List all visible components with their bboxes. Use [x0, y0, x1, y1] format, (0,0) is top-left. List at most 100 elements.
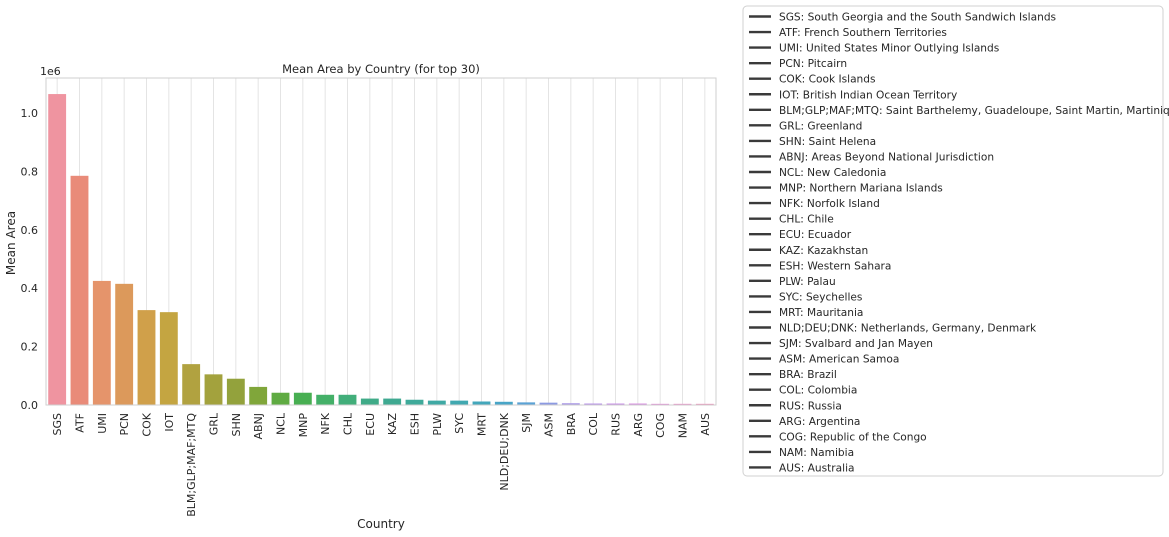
legend-entry: PLW: Palau — [779, 276, 836, 288]
chart-title: Mean Area by Country (for top 30) — [282, 62, 480, 76]
x-tick-label: AUS — [699, 413, 712, 436]
y-scale-label: 1e6 — [40, 65, 61, 78]
x-tick-label: SHN — [230, 413, 243, 436]
legend-entry: BRA: Brazil — [779, 369, 837, 381]
bar-pcn — [115, 283, 134, 405]
bar-cog — [651, 403, 670, 405]
bar-ncl — [271, 392, 290, 405]
bar-aus — [695, 403, 714, 405]
x-axis-label: Country — [357, 517, 405, 531]
bar-asm — [539, 402, 558, 405]
x-tick-label: NCL — [275, 412, 288, 435]
bar-syc — [450, 400, 469, 405]
legend-entry: ASM: American Samoa — [779, 354, 899, 366]
y-tick-label: 0.6 — [21, 224, 39, 237]
legend-entry: KAZ: Kazakhstan — [779, 245, 868, 257]
legend-entry: CHL: Chile — [779, 214, 834, 226]
x-tick-label: ATF — [74, 413, 87, 433]
legend-entry: COL: Colombia — [779, 385, 857, 397]
plot-frame — [45, 77, 717, 406]
x-tick-label: BRA — [565, 413, 578, 436]
x-tick-label: NAM — [677, 413, 690, 438]
legend-entry: UMI: United States Minor Outlying Island… — [779, 43, 999, 55]
bar-atf — [70, 175, 89, 405]
x-tick-label: KAZ — [386, 413, 399, 436]
legend-entry: SGS: South Georgia and the South Sandwic… — [779, 12, 1056, 24]
legend-entry: COK: Cook Islands — [779, 74, 876, 86]
x-tick-label: IOT — [163, 413, 176, 432]
x-tick-labels: SGS ATF UMI PCN COK IOT BLM;GLP;MAF;MTQ GRL SHN A… — [51, 412, 712, 517]
legend-entry: ARG: Argentina — [779, 416, 860, 428]
legend-entry: ECU: Ecuador — [779, 229, 852, 241]
bar-rus — [606, 403, 625, 405]
legend-entry: COG: Republic of the Congo — [779, 431, 927, 443]
legend-box — [742, 5, 1164, 477]
legend-entry: BLM;GLP;MAF;MTQ: Saint Barthelemy, Guade… — [779, 105, 1169, 117]
x-tick-label: CHL — [342, 412, 355, 435]
bar-nfk — [316, 394, 335, 405]
y-tick-label: 0.0 — [21, 399, 39, 412]
x-tick-label: ESH — [409, 413, 422, 435]
x-tick-label: NFK — [319, 412, 332, 435]
legend-entry: GRL: Greenland — [779, 120, 862, 132]
x-tick-label: UMI — [96, 413, 109, 434]
bar-nam — [673, 403, 692, 405]
legend-entry: ATF: French Southern Territories — [779, 27, 947, 39]
bar-chl — [338, 394, 357, 405]
bar-plw — [427, 400, 446, 405]
x-tick-label: SYC — [453, 413, 466, 434]
bar-mrt — [472, 401, 491, 405]
legend: SGS: South Georgia and the South Sandwic… — [742, 5, 1169, 477]
x-tick-label: COK — [141, 412, 154, 436]
x-tick-label: ASM — [543, 413, 556, 437]
bars — [48, 94, 714, 405]
y-tick-labels: 0.0 0.2 0.4 0.6 0.8 1.0 — [21, 107, 39, 412]
x-tick-label: SJM — [520, 413, 533, 433]
bar-shn — [226, 378, 245, 405]
x-tick-label: BLM;GLP;MAF;MTQ — [185, 413, 198, 517]
bar-ecu — [360, 398, 379, 405]
grid-lines — [56, 78, 706, 405]
legend-entry: NFK: Norfolk Island — [779, 198, 880, 210]
x-tick-label: MNP — [297, 413, 310, 438]
legend-entry: SJM: Svalbard and Jan Mayen — [779, 338, 933, 350]
bar-cok — [137, 310, 156, 405]
bar-iot — [159, 312, 178, 405]
bar-mnp — [293, 392, 312, 405]
bar-sgs — [48, 94, 67, 405]
y-tick-label: 0.2 — [21, 341, 39, 354]
legend-entry: NLD;DEU;DNK: Netherlands, Germany, Denma… — [779, 323, 1037, 335]
y-tick-label: 0.4 — [21, 282, 39, 295]
bar-arg — [628, 403, 647, 405]
legend-entry: AUS: Australia — [779, 462, 855, 474]
legend-entry: MNP: Northern Mariana Islands — [779, 183, 943, 195]
x-tick-label: NLD;DEU;DNK — [498, 412, 511, 490]
legend-entry: IOT: British Indian Ocean Territory — [779, 89, 957, 101]
bar-blm-glp-maf-mtq — [182, 364, 201, 405]
x-tick-label: COG — [654, 413, 667, 438]
y-tick-label: 0.8 — [21, 165, 39, 178]
legend-entry: MRT: Mauritania — [779, 307, 863, 319]
y-tick-label: 1.0 — [21, 107, 39, 120]
x-tick-label: MRT — [476, 413, 489, 436]
bar-abnj — [249, 386, 268, 405]
legend-entry: NAM: Namibia — [779, 447, 854, 459]
legend-entry: SYC: Seychelles — [779, 291, 862, 303]
bar-umi — [92, 280, 111, 405]
bar-nld-deu-dnk — [494, 401, 513, 405]
x-tick-label: PCN — [118, 413, 131, 436]
bar-esh — [405, 399, 424, 405]
x-tick-label: GRL — [208, 412, 221, 435]
legend-entry: SHN: Saint Helena — [779, 136, 876, 148]
bar-sjm — [517, 402, 536, 405]
x-tick-label: ARG — [632, 413, 645, 437]
x-tick-label: ECU — [364, 413, 377, 436]
x-tick-label: PLW — [431, 413, 444, 436]
bar-col — [584, 403, 603, 405]
legend-entry: RUS: Russia — [779, 400, 842, 412]
legend-entry: ESH: Western Sahara — [779, 260, 891, 272]
x-tick-label: ABNJ — [252, 413, 265, 440]
bar-bra — [561, 403, 580, 405]
